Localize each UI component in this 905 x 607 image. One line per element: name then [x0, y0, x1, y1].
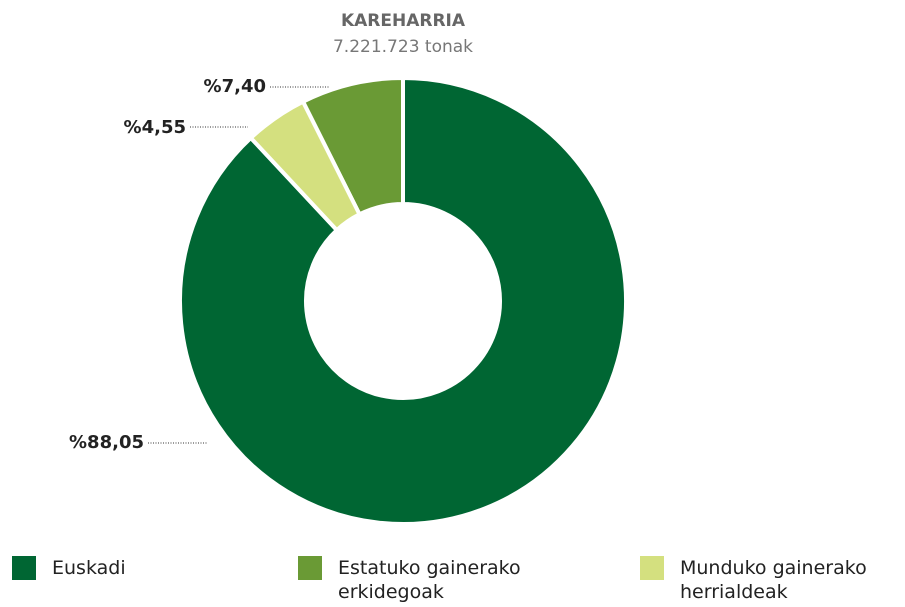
legend-label: Munduko gainerako herrialdeak [680, 557, 867, 603]
chart: KAREHARRIA 7.221.723 tonak %88,05 %7,40 … [69, 11, 628, 526]
chart-title: KAREHARRIA [341, 11, 466, 31]
legend-swatch [640, 556, 664, 580]
slice [300, 75, 405, 217]
legend-label: Estatuko gainerako erkidegoak [338, 557, 521, 603]
legend-item: Euskadi [12, 556, 272, 580]
data-label: %88,05 [69, 432, 144, 453]
legend-swatch [298, 556, 322, 580]
legend-item: Munduko gainerako herrialdeak [640, 556, 900, 604]
slice [178, 75, 628, 526]
legend-item: Estatuko gainerako erkidegoak [298, 556, 558, 604]
legend-swatch [12, 556, 36, 580]
slice [248, 98, 363, 233]
legend-label: Euskadi [52, 557, 126, 579]
data-label: %7,40 [204, 76, 266, 97]
chart-subtitle: 7.221.723 tonak [333, 37, 473, 57]
data-label: %4,55 [124, 117, 186, 138]
